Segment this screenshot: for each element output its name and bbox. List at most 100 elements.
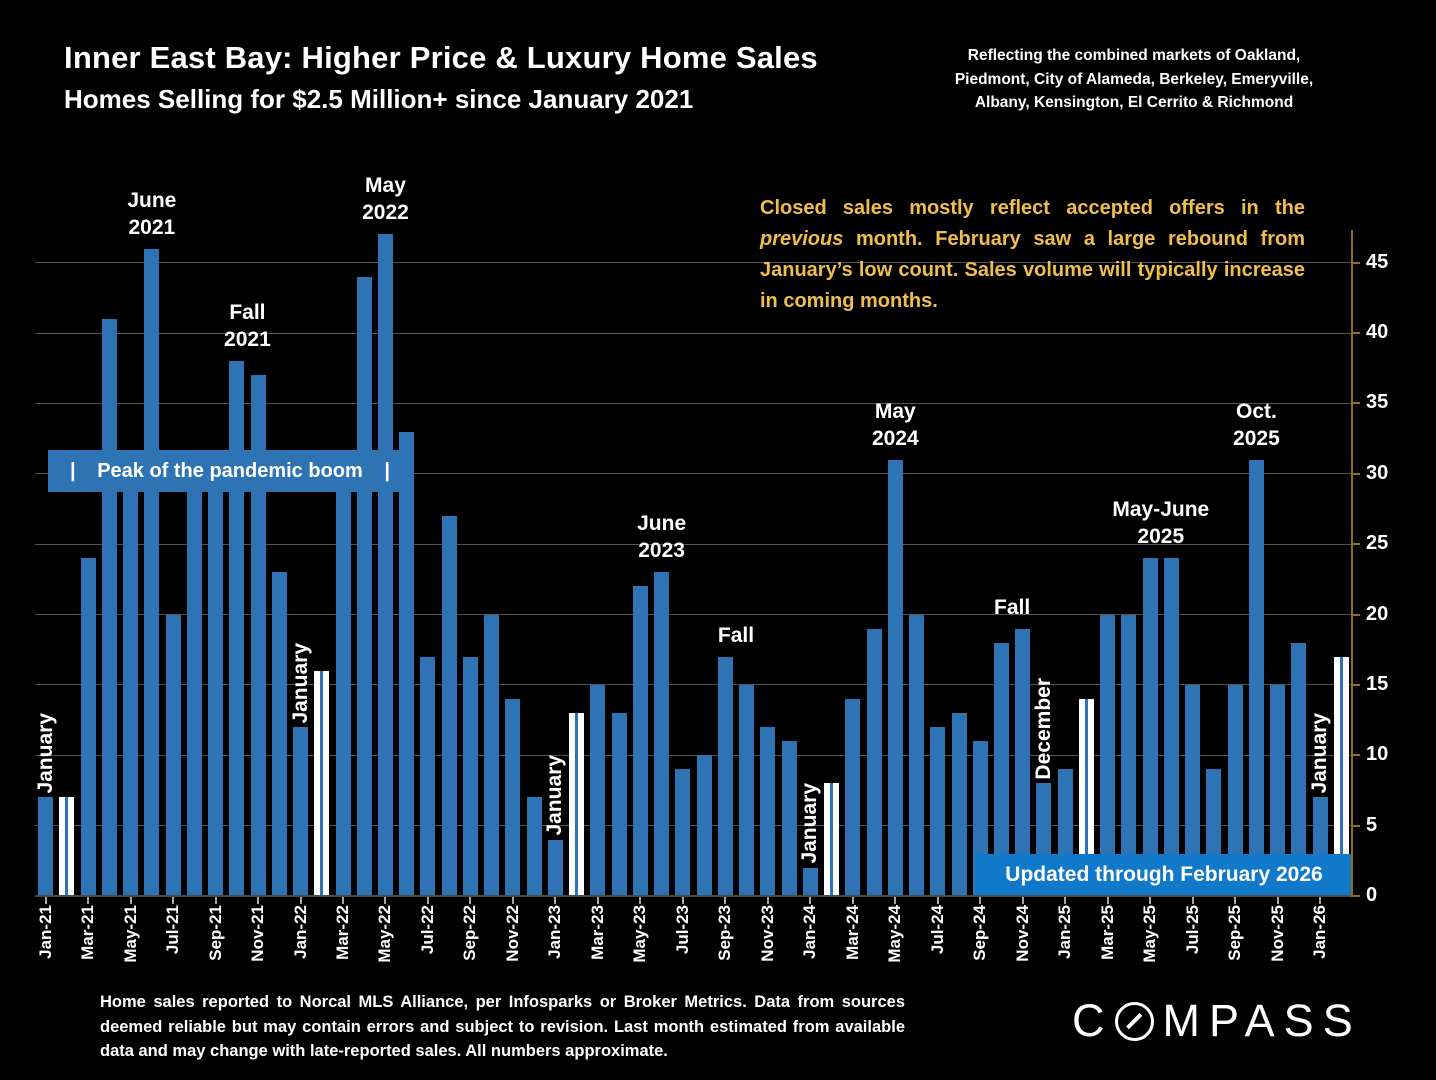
x-axis-label-Mar-24: Mar-24	[842, 905, 862, 960]
x-axis-label-Jan-23: Jan-23	[545, 905, 565, 959]
bar-May-22	[377, 234, 393, 896]
bar-Dec-23	[781, 741, 797, 896]
annotation-May-June-2025: May-June 2025	[1112, 498, 1210, 549]
annotation-June-2021: June 2021	[127, 188, 177, 239]
y-axis-label-40: 40	[1366, 321, 1389, 343]
callout-italic-word: previous	[760, 228, 844, 250]
peak-banner-label: Peak of the pandemic boom	[97, 459, 363, 482]
vertical-label-Jan-24: January	[798, 783, 822, 864]
y-axis-tick-40	[1352, 332, 1360, 334]
vertical-label-Jan-23: January	[543, 755, 567, 836]
bar-May-23	[632, 586, 648, 896]
y-axis-label-45: 45	[1366, 250, 1389, 273]
y-axis-label-35: 35	[1366, 391, 1389, 414]
x-axis-label-Jul-25: Jul-25	[1182, 905, 1202, 955]
market-note-line: Piedmont, City of Alameda, Berkeley, Eme…	[954, 70, 1314, 88]
vertical-label-Jan-26: January	[1308, 712, 1332, 794]
bar-Jul-21	[165, 614, 181, 896]
bar-Apr-25	[1121, 614, 1137, 896]
market-note: Reflecting the combined markets of Oakla…	[900, 44, 1368, 115]
updated-banner: Updated through February 2026	[975, 854, 1353, 895]
bar-Mar-24	[845, 698, 861, 896]
x-axis-label-Mar-23: Mar-23	[587, 905, 607, 960]
bar-Jul-25	[1185, 684, 1201, 896]
x-axis-tick-Jan-23	[554, 897, 557, 904]
y-axis-tick-45	[1352, 261, 1360, 264]
bar-Jul-23	[675, 769, 691, 896]
peak-banner-pipe: |	[70, 459, 76, 482]
market-note-line: Reflecting the combined markets of Oakla…	[967, 47, 1301, 64]
x-axis-tick-Mar-25	[1106, 897, 1109, 904]
bar-Nov-22	[505, 698, 521, 896]
x-axis-label-Jan-21: Jan-21	[35, 905, 55, 959]
x-axis-label-Sep-24: Sep-24	[970, 905, 990, 961]
compass-logo: C MPASS	[1072, 995, 1362, 1047]
updated-banner-label: Updated through February 2026	[1005, 862, 1323, 886]
gridline-30	[35, 473, 1352, 475]
bar-Mar-22	[335, 473, 351, 896]
annotation-Fall: Fall	[717, 623, 755, 647]
x-axis-tick-Sep-23	[724, 897, 727, 904]
bar-Nov-25	[1270, 684, 1286, 896]
x-axis-tick-Mar-24	[851, 897, 854, 904]
x-axis-tick-Jul-24	[936, 897, 939, 904]
x-axis-tick-Jan-22	[299, 897, 302, 904]
x-axis-tick-May-22	[384, 897, 387, 904]
bar-Feb-26	[1333, 656, 1349, 896]
x-axis-label-Jul-24: Jul-24	[927, 905, 947, 955]
bar-Feb-24	[824, 783, 840, 896]
bar-Sep-25	[1227, 684, 1243, 896]
x-axis-tick-Sep-25	[1234, 897, 1237, 904]
x-axis-label-Sep-22: Sep-22	[460, 905, 480, 961]
x-axis-label-Mar-25: Mar-25	[1097, 905, 1117, 960]
annotation-Fall-2021: Fall 2021	[224, 301, 271, 352]
bar-Jun-23	[654, 572, 670, 896]
page-subtitle: Homes Selling for $2.5 Million+ since Ja…	[64, 84, 694, 114]
gridline-15	[35, 684, 1352, 686]
y-axis-tick-20	[1352, 613, 1360, 616]
x-axis-label-May-25: May-25	[1140, 905, 1160, 963]
x-axis-tick-Nov-25	[1276, 897, 1279, 904]
x-axis-label-May-22: May-22	[375, 905, 395, 963]
x-axis-label-Nov-22: Nov-22	[502, 905, 522, 962]
bar-Dec-22	[526, 797, 542, 896]
y-axis-line	[1351, 230, 1353, 897]
y-axis-tick-35	[1352, 402, 1360, 405]
vertical-label-Jan-22: January	[288, 642, 312, 724]
x-axis-label-Nov-23: Nov-23	[757, 905, 777, 962]
bar-Dec-21	[271, 572, 287, 896]
vertical-label-Jan-21: January	[33, 712, 57, 794]
annotation-May-2022: May 2022	[362, 174, 409, 225]
bar-Jan-22	[293, 727, 309, 896]
bar-Nov-23	[760, 727, 776, 896]
y-axis-label-20: 20	[1366, 602, 1389, 625]
callout-text: Closed sales mostly reflect accepted off…	[760, 197, 1305, 219]
bar-Apr-21	[101, 318, 117, 896]
bar-Mar-25	[1100, 614, 1116, 896]
annotation-Fall: Fall	[994, 595, 1031, 619]
annotation-May-2024: May 2024	[871, 399, 919, 450]
x-axis-tick-Sep-22	[469, 897, 472, 904]
bar-Mar-21	[80, 558, 96, 896]
bar-Jul-22	[420, 656, 436, 896]
bar-Feb-23	[569, 713, 585, 896]
footer-disclaimer: Home sales reported to Norcal MLS Allian…	[100, 993, 905, 1060]
x-axis-tick-Jul-22	[426, 897, 429, 904]
page-title: Inner East Bay: Higher Price & Luxury Ho…	[64, 40, 818, 75]
x-axis-label-Sep-25: Sep-25	[1225, 905, 1245, 961]
bar-Apr-23	[611, 713, 627, 896]
x-axis-tick-Jan-21	[44, 897, 47, 904]
x-axis-label-Jul-23: Jul-23	[672, 905, 692, 955]
bar-Oct-24	[994, 642, 1009, 896]
x-axis-tick-Nov-24	[1021, 897, 1024, 904]
y-axis-tick-10	[1352, 754, 1360, 757]
bar-Sep-21	[208, 473, 224, 896]
x-axis-label-Jan-26: Jan-26	[1310, 905, 1330, 959]
y-axis-label-10: 10	[1366, 743, 1389, 766]
bar-Oct-21	[229, 361, 245, 896]
y-axis-tick-5	[1352, 824, 1360, 827]
x-axis-line	[35, 895, 1360, 897]
gridline-45	[35, 262, 1352, 264]
x-axis-label-Sep-21: Sep-21	[205, 905, 225, 961]
